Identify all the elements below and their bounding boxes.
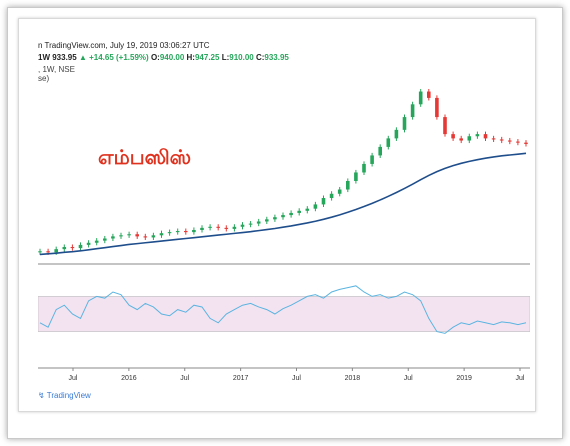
- candle-body: [297, 210, 301, 213]
- candle-body: [443, 117, 447, 135]
- candle-body: [248, 223, 253, 225]
- close-value: 933.95: [264, 53, 289, 62]
- x-tick-label: Jul: [180, 375, 189, 382]
- watermark-text: எம்பஸிஸ்: [98, 145, 192, 169]
- symbol-line: , 1W, NSE se): [38, 65, 75, 83]
- x-tick-label: 2019: [456, 375, 472, 382]
- candle-body: [103, 238, 107, 241]
- candle-body: [313, 204, 318, 209]
- candle-body: [240, 224, 245, 227]
- last-price: 933.95: [52, 53, 77, 62]
- candle-body: [329, 193, 334, 199]
- low-value: 910.00: [229, 53, 254, 62]
- open-label: O:: [150, 53, 160, 62]
- candle-body: [475, 134, 480, 137]
- candle-body: [281, 215, 285, 218]
- x-tick-label: Jul: [69, 375, 78, 382]
- x-tick-label: Jul: [292, 375, 301, 382]
- tradingview-logo: ↯ TradingView: [38, 391, 91, 400]
- candle-body: [418, 91, 423, 105]
- candle-body: [127, 234, 131, 236]
- candle-body: [119, 235, 123, 237]
- candle-body: [200, 227, 204, 230]
- candle-body: [321, 198, 326, 205]
- candle-body: [184, 231, 188, 233]
- candle-body: [175, 231, 180, 233]
- candle-body: [467, 136, 472, 141]
- high-value: 947.25: [194, 53, 220, 62]
- candle-body: [167, 232, 172, 234]
- moving-average-line: [39, 152, 527, 256]
- candle-body: [54, 249, 58, 253]
- candle-body: [483, 134, 488, 139]
- candle-body: [451, 134, 455, 139]
- candle-body: [208, 226, 212, 228]
- chart-area: n TradingView.com, July 19, 2019 03:06:2…: [38, 38, 530, 406]
- candle-body: [410, 104, 415, 118]
- candle-body: [224, 227, 229, 229]
- candle-body: [151, 235, 156, 238]
- candle-body: [86, 242, 91, 245]
- candle-body: [78, 244, 83, 249]
- candle-body: [508, 140, 512, 142]
- candle-body: [378, 146, 382, 156]
- x-tick-label: Jul: [404, 375, 413, 382]
- candle-body: [216, 226, 220, 228]
- candle-body: [159, 233, 164, 236]
- candle-body: [38, 251, 42, 253]
- close-label: C:: [255, 53, 265, 62]
- candle-body: [370, 155, 374, 164]
- x-tick-label: 2017: [233, 375, 249, 382]
- candle-body: [62, 247, 67, 250]
- low-label: L:: [221, 53, 230, 62]
- candle-body: [305, 208, 310, 211]
- x-tick-label: 2016: [121, 375, 137, 382]
- rsi-line: [39, 285, 527, 334]
- candle-body: [435, 97, 439, 118]
- study-text: se): [38, 74, 50, 83]
- candle-body: [386, 138, 391, 147]
- candle-body: [192, 229, 196, 233]
- candle-body: [362, 163, 366, 173]
- candle-body: [143, 236, 148, 238]
- candle-body: [491, 138, 496, 140]
- candle-body: [427, 91, 431, 98]
- candle-body: [394, 129, 399, 139]
- candle-body: [265, 219, 269, 222]
- candle-body: [94, 240, 99, 243]
- high-label: H:: [186, 53, 195, 62]
- x-tick-label: 2018: [345, 375, 361, 382]
- interval-label: 1W: [38, 53, 50, 62]
- candle-body: [346, 180, 350, 190]
- logo-icon: ↯: [38, 391, 45, 400]
- rsi-band: [38, 296, 530, 332]
- candle-body: [289, 212, 293, 216]
- candle-body: [354, 172, 358, 181]
- candle-body: [232, 226, 237, 229]
- outer-frame: [7, 7, 563, 439]
- candle-body: [524, 142, 528, 144]
- candle-body: [273, 217, 277, 220]
- candle-body: [256, 221, 261, 224]
- open-value: 940.00: [159, 53, 185, 62]
- candle-body: [70, 247, 75, 249]
- source-line: n TradingView.com, July 19, 2019 03:06:2…: [38, 41, 210, 50]
- price-change: +14.65 (+1.59%): [89, 53, 149, 62]
- candle-body: [459, 138, 463, 141]
- candle-body: [499, 139, 504, 141]
- candle-body: [402, 117, 407, 130]
- up-arrow-icon: ▲: [78, 53, 87, 62]
- chart-svg: Jul 2016 Jul 2017 Jul 2018 Jul 2019 Jul: [38, 88, 530, 382]
- inner-frame: [18, 18, 536, 412]
- candle-body: [111, 236, 115, 239]
- symbol-text: , 1W, NSE: [38, 65, 75, 74]
- logo-text: TradingView: [46, 391, 91, 400]
- x-tick-label: Jul: [516, 375, 525, 382]
- ohlc-line: 1W 933.95 ▲ +14.65 (+1.59%) O:940.00 H:9…: [38, 53, 289, 62]
- candle-body: [135, 234, 139, 237]
- candle-body: [46, 251, 50, 253]
- candle-body: [516, 141, 520, 143]
- candle-body: [337, 189, 342, 194]
